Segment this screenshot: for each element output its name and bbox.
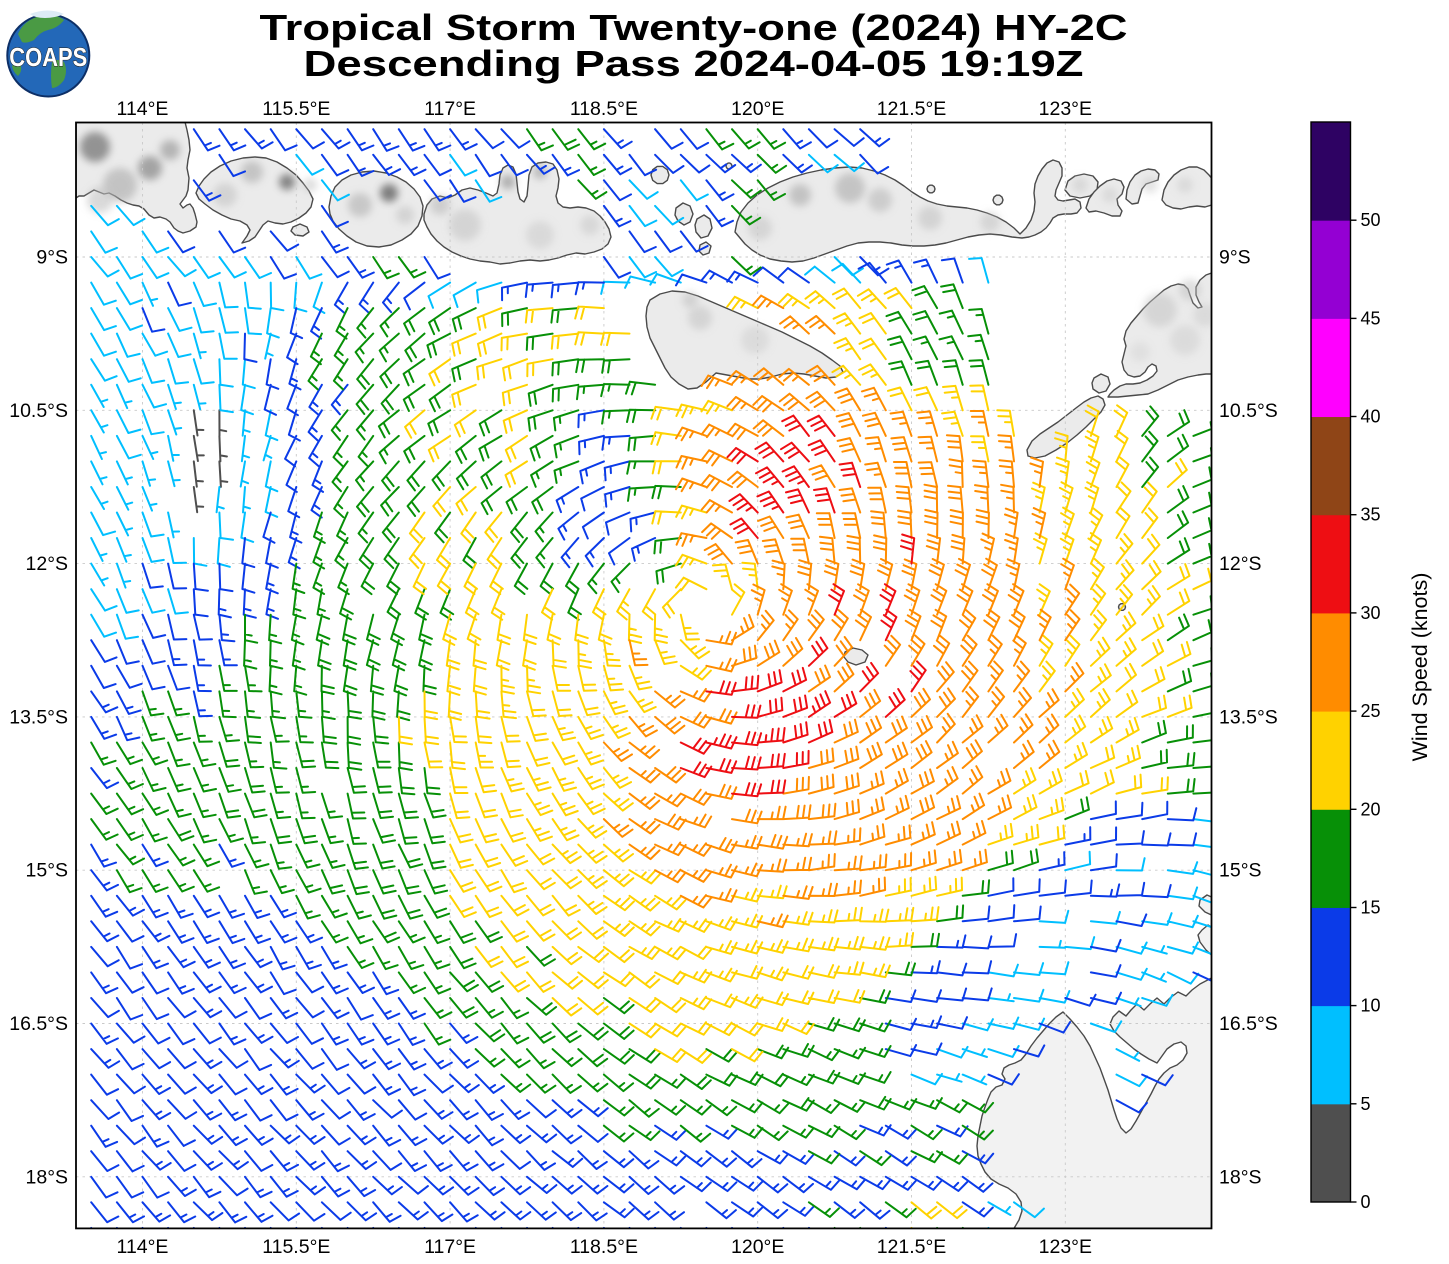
svg-text:10.5°S: 10.5°S — [9, 400, 68, 422]
svg-text:10: 10 — [1361, 996, 1381, 1016]
svg-text:123°E: 123°E — [1039, 98, 1092, 120]
svg-text:15: 15 — [1361, 898, 1381, 918]
svg-text:16.5°S: 16.5°S — [9, 1013, 68, 1035]
svg-text:45: 45 — [1361, 308, 1381, 328]
svg-text:50: 50 — [1361, 210, 1381, 230]
svg-text:25: 25 — [1361, 701, 1381, 721]
svg-text:18°S: 18°S — [1219, 1166, 1262, 1188]
svg-text:0: 0 — [1361, 1192, 1371, 1212]
svg-text:Wind Speed (knots): Wind Speed (knots) — [1408, 573, 1432, 762]
svg-text:12°S: 12°S — [26, 553, 69, 575]
svg-text:120°E: 120°E — [731, 1236, 784, 1258]
svg-text:114°E: 114°E — [117, 1236, 169, 1258]
svg-text:35: 35 — [1361, 505, 1381, 525]
svg-text:13.5°S: 13.5°S — [1219, 706, 1278, 728]
svg-text:Descending Pass 2024-04-05 19:: Descending Pass 2024-04-05 19:19Z — [304, 43, 1084, 84]
svg-text:16.5°S: 16.5°S — [1219, 1013, 1278, 1035]
svg-text:114°E: 114°E — [117, 98, 169, 120]
svg-text:118.5°E: 118.5°E — [570, 1236, 638, 1258]
svg-text:123°E: 123°E — [1039, 1236, 1092, 1258]
svg-text:115.5°E: 115.5°E — [262, 1236, 330, 1258]
svg-text:118.5°E: 118.5°E — [570, 98, 638, 120]
svg-text:117°E: 117°E — [424, 98, 476, 120]
svg-text:121.5°E: 121.5°E — [877, 1236, 947, 1258]
svg-text:13.5°S: 13.5°S — [9, 706, 68, 728]
svg-text:121.5°E: 121.5°E — [877, 98, 947, 120]
svg-text:10.5°S: 10.5°S — [1219, 400, 1278, 422]
svg-text:12°S: 12°S — [1219, 553, 1262, 575]
svg-text:15°S: 15°S — [1219, 860, 1262, 882]
svg-text:115.5°E: 115.5°E — [262, 98, 330, 120]
svg-text:18°S: 18°S — [26, 1166, 69, 1188]
svg-text:9°S: 9°S — [1219, 247, 1251, 269]
svg-text:15°S: 15°S — [26, 860, 69, 882]
svg-text:5: 5 — [1361, 1094, 1371, 1114]
svg-text:120°E: 120°E — [731, 98, 784, 120]
svg-text:117°E: 117°E — [424, 1236, 476, 1258]
svg-text:Tropical Storm Twenty-one (202: Tropical Storm Twenty-one (2024) HY-2C — [260, 7, 1128, 48]
svg-text:30: 30 — [1361, 603, 1381, 623]
svg-text:9°S: 9°S — [36, 247, 68, 269]
svg-text:20: 20 — [1361, 799, 1381, 819]
svg-text:40: 40 — [1361, 407, 1381, 427]
svg-text:COAPS: COAPS — [9, 42, 87, 72]
